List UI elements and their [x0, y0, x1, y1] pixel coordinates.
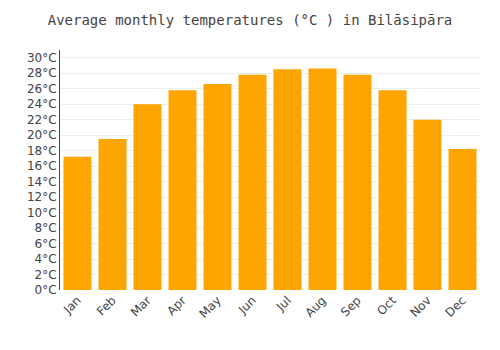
svg-text:Nov: Nov — [407, 293, 433, 319]
svg-text:16°C: 16°C — [27, 159, 57, 173]
svg-text:Average monthly temperatures (: Average monthly temperatures (°C ) in Bi… — [48, 12, 453, 28]
svg-text:Dec: Dec — [443, 293, 469, 319]
svg-text:Aug: Aug — [302, 293, 328, 319]
svg-text:2°C: 2°C — [35, 268, 57, 282]
svg-text:14°C: 14°C — [27, 175, 57, 189]
svg-text:22°C: 22°C — [27, 113, 57, 127]
svg-text:May: May — [196, 293, 223, 320]
svg-text:12°C: 12°C — [27, 190, 57, 204]
svg-text:Feb: Feb — [94, 293, 119, 318]
svg-text:18°C: 18°C — [27, 144, 57, 158]
svg-text:20°C: 20°C — [27, 128, 57, 142]
svg-text:Jul: Jul — [273, 293, 294, 314]
svg-text:6°C: 6°C — [35, 237, 57, 251]
svg-text:Apr: Apr — [164, 293, 189, 318]
svg-text:26°C: 26°C — [27, 82, 57, 96]
svg-text:0°C: 0°C — [35, 283, 57, 297]
svg-text:Jun: Jun — [235, 293, 259, 317]
svg-text:28°C: 28°C — [27, 66, 57, 80]
svg-text:Oct: Oct — [374, 293, 399, 318]
svg-text:30°C: 30°C — [27, 51, 57, 65]
svg-text:10°C: 10°C — [27, 206, 57, 220]
svg-text:24°C: 24°C — [27, 97, 57, 111]
svg-text:4°C: 4°C — [35, 252, 57, 266]
svg-text:Mar: Mar — [128, 293, 154, 319]
svg-text:Jan: Jan — [60, 293, 84, 317]
svg-text:8°C: 8°C — [35, 221, 57, 235]
svg-text:Sep: Sep — [338, 293, 364, 319]
